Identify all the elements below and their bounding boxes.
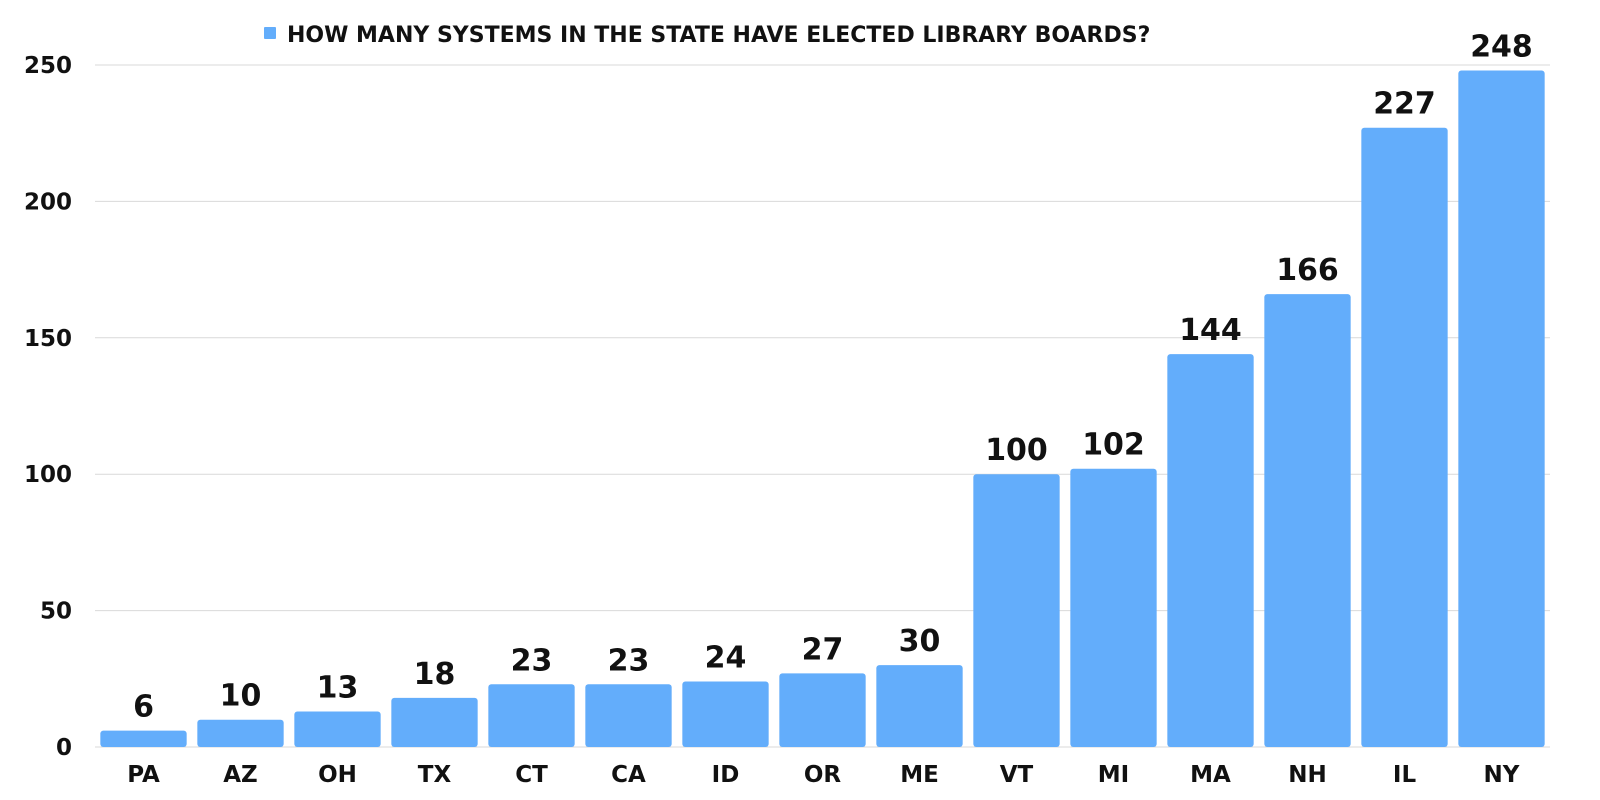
bar-ny: [1458, 70, 1545, 748]
data-label-ma: 144: [1179, 313, 1242, 348]
data-label-ca: 23: [608, 643, 650, 678]
bars: [100, 70, 1545, 748]
data-label-oh: 13: [317, 671, 359, 706]
bar-oh: [294, 711, 381, 747]
x-category-label: TX: [418, 762, 452, 788]
x-category-label: ME: [900, 762, 939, 788]
x-category-label: CT: [515, 762, 548, 788]
data-label-mi: 102: [1082, 428, 1145, 463]
x-category-label: NH: [1288, 762, 1327, 788]
bar-il: [1361, 127, 1448, 747]
bar-tx: [391, 697, 478, 747]
x-axis: PA AZ OH TX CT CA ID OR ME VT MI MA NH IL NY: [127, 762, 1520, 788]
x-category-label: MI: [1098, 762, 1129, 788]
data-label-nh: 166: [1276, 253, 1339, 288]
y-tick-label: 50: [40, 599, 72, 625]
x-category-label: OR: [804, 762, 842, 788]
bar-nh: [1264, 294, 1351, 747]
bar-vt: [973, 474, 1060, 747]
y-tick-label: 250: [24, 53, 72, 79]
data-label-me: 30: [899, 624, 941, 659]
bar-ma: [1167, 354, 1254, 747]
data-labels: 6 10 13 18 23 23 24 27 30 100 102 144 166 227 248: [133, 29, 1533, 724]
data-label-il: 227: [1373, 87, 1436, 122]
x-category-label: AZ: [223, 762, 257, 788]
data-label-tx: 18: [414, 657, 456, 692]
data-label-id: 24: [705, 641, 747, 676]
x-category-label: CA: [611, 762, 646, 788]
bar-ca: [585, 684, 672, 747]
y-tick-label: 200: [24, 189, 72, 215]
y-tick-label: 100: [24, 462, 72, 488]
y-axis: 0 50 100 150 200 250: [24, 53, 72, 761]
data-label-ny: 248: [1470, 29, 1533, 64]
bar-ct: [488, 684, 575, 747]
x-category-label: PA: [127, 762, 160, 788]
y-tick-label: 0: [56, 735, 72, 761]
x-category-label: MA: [1190, 762, 1231, 788]
data-label-ct: 23: [511, 643, 553, 678]
bar-id: [682, 681, 769, 747]
x-category-label: NY: [1484, 762, 1520, 788]
x-category-label: VT: [1000, 762, 1034, 788]
legend-marker: [264, 27, 276, 39]
bar-az: [197, 719, 284, 747]
bar-pa: [100, 730, 187, 747]
data-label-az: 10: [220, 679, 262, 714]
data-label-pa: 6: [133, 690, 154, 725]
data-label-or: 27: [802, 632, 844, 667]
x-category-label: ID: [712, 762, 740, 788]
legend-label: HOW MANY SYSTEMS IN THE STATE HAVE ELECT…: [287, 23, 1150, 48]
bar-or: [779, 673, 866, 747]
legend: HOW MANY SYSTEMS IN THE STATE HAVE ELECT…: [264, 23, 1150, 48]
bar-me: [876, 665, 963, 747]
data-label-vt: 100: [985, 433, 1048, 468]
x-category-label: IL: [1393, 762, 1417, 788]
x-category-label: OH: [318, 762, 357, 788]
y-tick-label: 150: [24, 326, 72, 352]
bar-mi: [1070, 468, 1157, 747]
